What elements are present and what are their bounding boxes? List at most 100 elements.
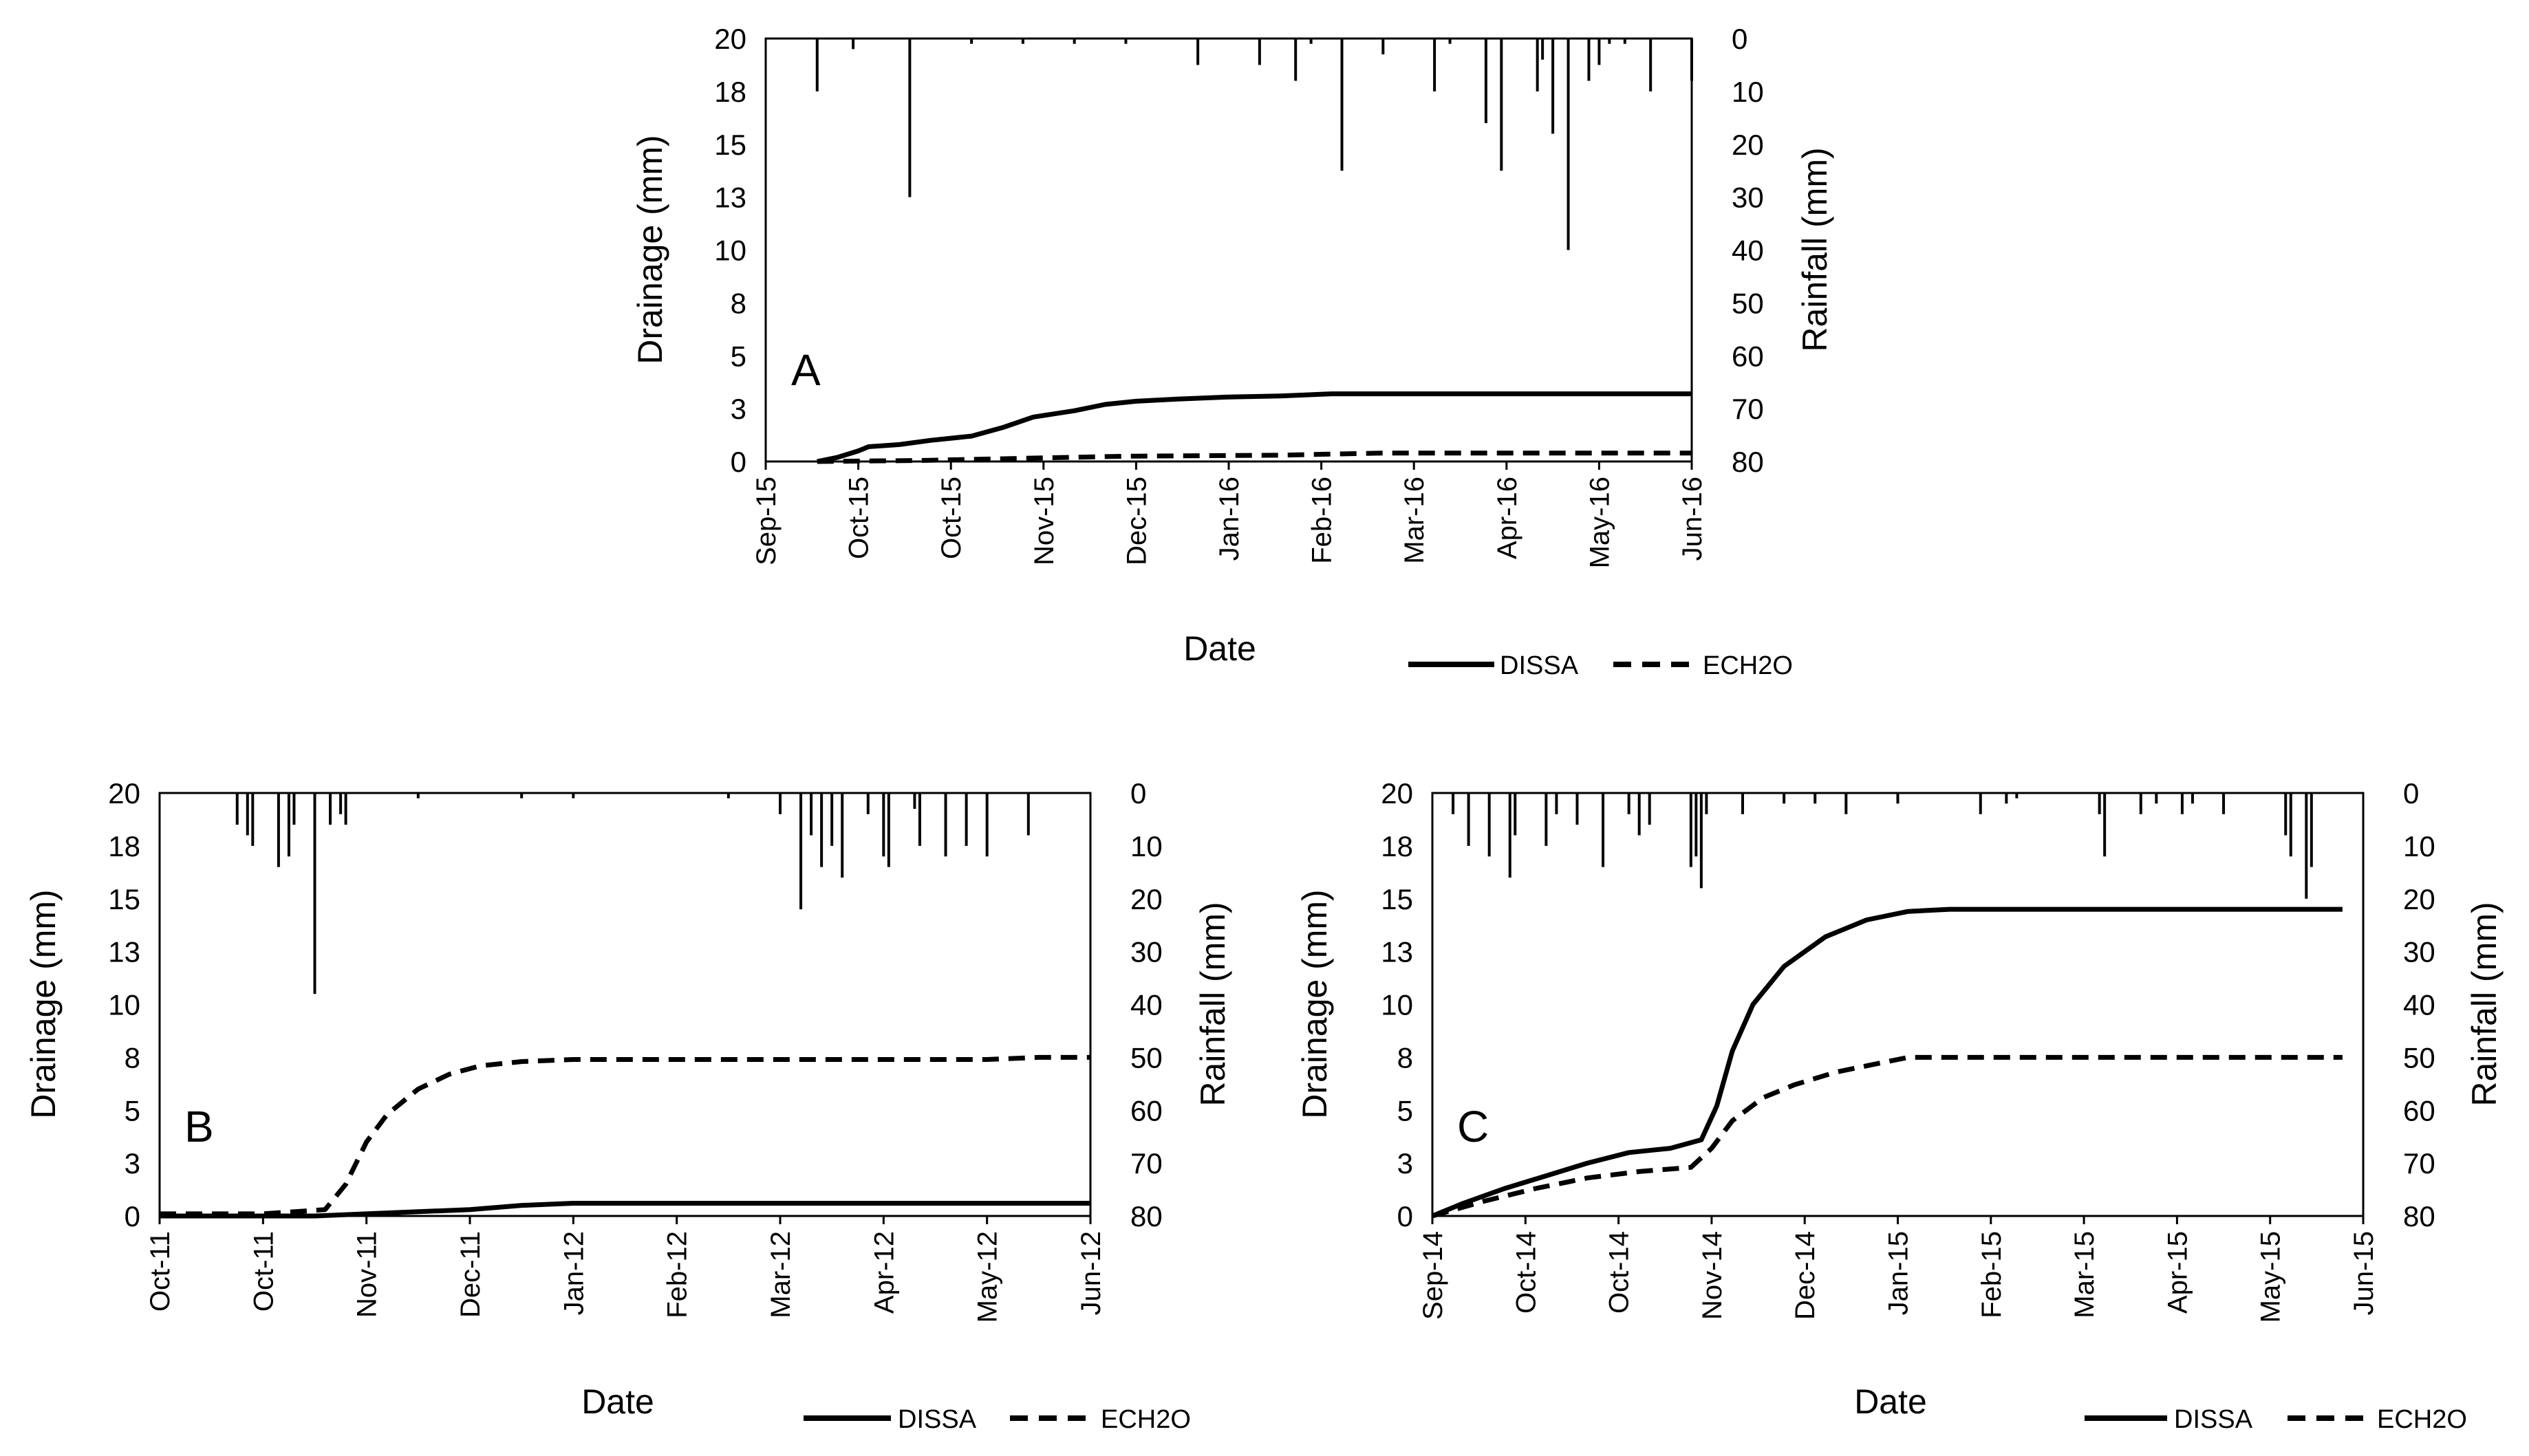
x-tick-label: Dec-14 [1790, 1231, 1820, 1320]
y2-tick-label: 40 [1732, 235, 1764, 267]
y2-tick-label: 20 [2403, 883, 2435, 915]
legend-label-ech2o: ECH2O [1101, 1405, 1191, 1434]
x-axis-label: Date [1854, 1382, 1927, 1421]
x-axis-label: Date [581, 1382, 654, 1421]
y-axis-label: Drainage (mm) [24, 889, 63, 1118]
x-tick-label: May-12 [973, 1231, 1003, 1323]
y-tick-label: 20 [1381, 777, 1413, 810]
x-tick-label: Feb-15 [1977, 1231, 2007, 1318]
y-tick-label: 3 [125, 1147, 140, 1180]
x-tick-label: Mar-16 [1399, 477, 1430, 564]
x-tick-label: Apr-15 [2162, 1231, 2193, 1314]
y2-tick-label: 50 [1130, 1041, 1163, 1074]
drainage-axis-ticks: 0 3 5 8 10 13 15 18 20 [1381, 777, 1413, 1232]
x-tick-label: Nov-11 [352, 1231, 383, 1318]
y2-tick-label: 60 [1130, 1094, 1163, 1127]
y2-axis-label: Rainfall (mm) [1796, 147, 1834, 351]
y-tick-label: 15 [108, 883, 140, 915]
y-tick-label: 0 [731, 446, 746, 478]
legend: DISSA ECH2O [2085, 1405, 2467, 1434]
x-tick-label: Jun-16 [1677, 477, 1708, 561]
x-tick-label: Jun-15 [2349, 1231, 2379, 1315]
y-tick-label: 20 [108, 777, 140, 810]
y2-axis-label: Rainfall (mm) [2465, 902, 2504, 1106]
legend-label-ech2o: ECH2O [1703, 651, 1793, 680]
y-tick-label: 8 [125, 1041, 140, 1074]
y2-tick-label: 0 [2403, 777, 2419, 810]
y-tick-label: 13 [1381, 936, 1413, 968]
y-axis-label: Drainage (mm) [1295, 889, 1334, 1118]
panel-label: C [1457, 1102, 1489, 1151]
y2-tick-label: 40 [2403, 989, 2435, 1021]
x-tick-label: Oct-11 [145, 1231, 175, 1312]
y2-tick-label: 70 [1130, 1147, 1163, 1180]
y-tick-label: 0 [125, 1200, 140, 1232]
x-axis-label: Date [1183, 629, 1256, 668]
y-tick-label: 10 [1381, 989, 1413, 1021]
y-tick-label: 18 [1381, 830, 1413, 862]
drainage-axis-ticks: 0 3 5 8 10 13 15 18 20 [714, 23, 746, 478]
x-tick-label: Jan-15 [1884, 1231, 1914, 1315]
y2-tick-label: 20 [1130, 883, 1163, 915]
y2-tick-label: 0 [1732, 23, 1747, 55]
rainfall-axis-ticks: 80 70 60 50 40 30 20 10 0 [1732, 23, 1764, 478]
legend-label-ech2o: ECH2O [2377, 1405, 2467, 1434]
rainfall-axis-ticks: 80 70 60 50 40 30 20 10 0 [2403, 777, 2435, 1232]
x-tick-label: Mar-12 [766, 1231, 796, 1318]
y2-tick-label: 70 [2403, 1147, 2435, 1180]
y-tick-label: 18 [108, 830, 140, 862]
rainfall-axis-ticks: 80 70 60 50 40 30 20 10 0 [1130, 777, 1163, 1232]
drainage-lines [160, 1054, 1090, 1219]
x-tick-label: May-16 [1584, 477, 1615, 568]
y2-tick-label: 60 [2403, 1094, 2435, 1127]
x-tick-label: Jan-12 [559, 1231, 589, 1315]
x-tick-label: Sep-14 [1418, 1231, 1448, 1320]
x-tick-label: Dec-15 [1121, 477, 1152, 565]
dissa-line [817, 391, 1692, 464]
y-tick-label: 8 [731, 287, 746, 319]
panel-label: A [791, 345, 821, 395]
y-axis-label: Drainage (mm) [631, 135, 669, 364]
x-tick-label: Dec-11 [455, 1231, 486, 1318]
y2-tick-label: 70 [1732, 393, 1764, 425]
panel-label: B [184, 1102, 214, 1151]
dissa-line [160, 1201, 1090, 1219]
legend: DISSA ECH2O [804, 1405, 1191, 1434]
x-tick-label: Feb-12 [663, 1231, 693, 1318]
y-tick-label: 3 [731, 393, 746, 425]
y2-tick-label: 0 [1130, 777, 1146, 810]
y-tick-label: 5 [1397, 1094, 1413, 1127]
y2-tick-label: 50 [1732, 287, 1764, 319]
y2-tick-label: 30 [1732, 182, 1764, 214]
y-tick-label: 0 [1397, 1200, 1413, 1232]
rainfall-bars [235, 793, 1030, 995]
y-tick-label: 15 [714, 129, 746, 161]
legend-label-dissa: DISSA [2174, 1405, 2253, 1434]
x-tick-label: Oct-11 [248, 1231, 279, 1312]
y2-tick-label: 30 [1130, 936, 1163, 968]
x-tick-label: Jan-16 [1214, 477, 1245, 561]
x-tick-label: Oct-14 [1511, 1231, 1541, 1314]
date-axis-ticks: Sep-14 Oct-14 Oct-14 Nov-14 Dec-14 Jan-15 Feb-… [1418, 1216, 2379, 1323]
rainfall-bars [815, 39, 1693, 250]
panel-a: 0 3 5 8 10 13 15 18 20 80 70 60 50 40 30 20 10 0 Sep-15 O… [631, 23, 1834, 680]
x-tick-label: Oct-14 [1604, 1231, 1635, 1314]
ech2o-line [1432, 1054, 2343, 1219]
rainfall-bars [1452, 793, 2313, 899]
x-tick-label: Nov-15 [1029, 477, 1059, 565]
y-tick-label: 3 [1397, 1147, 1413, 1180]
y-tick-label: 5 [731, 340, 746, 372]
y-tick-label: 20 [714, 23, 746, 55]
x-tick-label: Jun-12 [1076, 1231, 1106, 1315]
ech2o-line [160, 1054, 1090, 1217]
y2-tick-label: 20 [1732, 129, 1764, 161]
y-tick-label: 18 [714, 76, 746, 108]
y-tick-label: 15 [1381, 883, 1413, 915]
legend: DISSA ECH2O [1408, 651, 1793, 680]
drainage-lines [1431, 906, 2343, 1219]
y2-tick-label: 10 [2403, 830, 2435, 862]
y2-tick-label: 10 [1130, 830, 1163, 862]
y2-tick-label: 40 [1130, 989, 1163, 1021]
y-tick-label: 8 [1397, 1041, 1413, 1074]
